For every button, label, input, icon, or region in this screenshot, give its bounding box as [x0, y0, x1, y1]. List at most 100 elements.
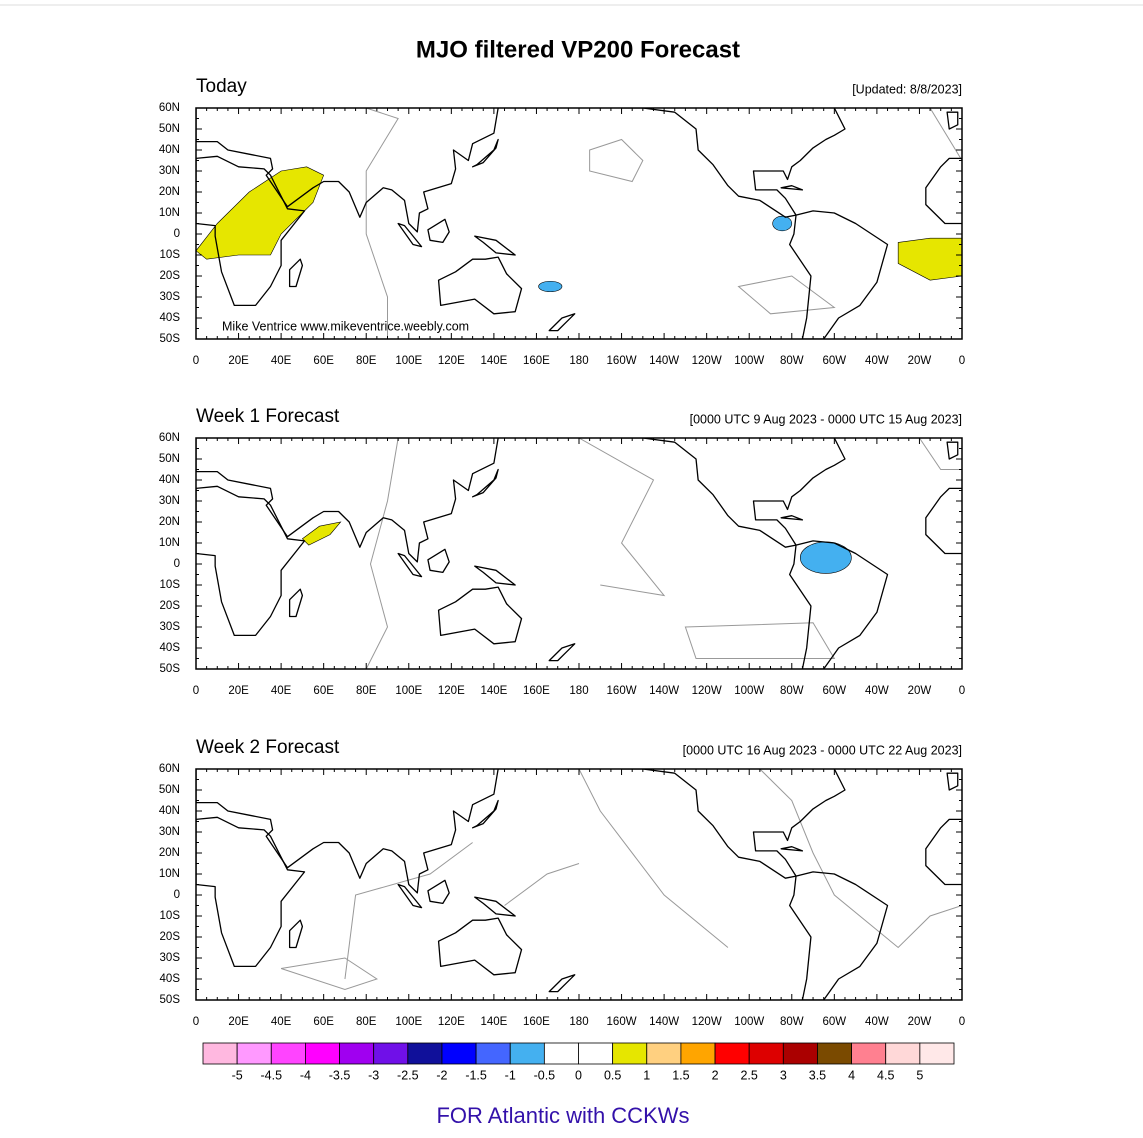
lat-label: 60N	[159, 432, 180, 444]
panel-date: [0000 UTC 16 Aug 2023 - 0000 UTC 22 Aug …	[683, 743, 962, 757]
lat-label: 20N	[159, 516, 180, 528]
anomaly-region	[800, 542, 851, 574]
lon-label: 120E	[438, 355, 465, 367]
lon-label: 80W	[780, 685, 804, 697]
lat-label: 40N	[159, 144, 180, 156]
lat-label: 0	[174, 558, 180, 570]
lat-label: 10N	[159, 868, 180, 880]
lat-label: 40N	[159, 805, 180, 817]
lon-label: 160W	[607, 1016, 637, 1028]
lon-label: 20W	[908, 355, 932, 367]
map-panel: Week 1 Forecast [0000 UTC 9 Aug 2023 - 00…	[159, 406, 965, 697]
colorbar-swatch	[612, 1042, 648, 1065]
lat-label: 20N	[159, 847, 180, 859]
zero-contour	[930, 108, 962, 160]
figure-title: MJO filtered VP200 Forecast	[416, 36, 740, 63]
lon-label: 160E	[523, 1016, 550, 1028]
colorbar-swatch	[543, 1042, 579, 1065]
colorbar-label: -0.5	[534, 1068, 556, 1082]
lon-label: 140E	[480, 355, 507, 367]
colorbar-swatch	[885, 1042, 921, 1065]
lon-label: 40E	[271, 355, 292, 367]
lon-label: 100W	[734, 685, 764, 697]
lat-label: 20S	[160, 931, 181, 943]
lon-label: 180	[569, 355, 588, 367]
colorbar-swatch	[305, 1042, 340, 1065]
anomaly-region	[773, 216, 792, 231]
map-projection	[196, 108, 962, 339]
colorbar-label: -2.5	[397, 1068, 419, 1082]
lat-label: 40S	[160, 312, 181, 324]
lon-label: 0	[959, 685, 965, 697]
footer-link[interactable]: FOR Atlantic with CCKWs	[436, 1103, 690, 1128]
lon-label: 40W	[865, 1016, 889, 1028]
colorbar-label: 0	[575, 1068, 582, 1082]
credit: Mike Ventrice www.mikeventrice.weebly.co…	[222, 319, 469, 333]
panel-title: Week 1 Forecast	[196, 406, 340, 427]
lon-label: 80E	[356, 1016, 377, 1028]
lat-label: 30S	[160, 621, 181, 633]
lat-label: 10N	[159, 207, 180, 219]
colorbar-swatch	[714, 1042, 750, 1065]
map-body	[196, 438, 962, 669]
map-body	[196, 769, 962, 1000]
lon-label: 140W	[649, 685, 679, 697]
lon-label: 100W	[734, 355, 764, 367]
lat-label: 50S	[160, 663, 181, 675]
colorbar-label: -1.5	[465, 1068, 487, 1082]
lon-label: 80W	[780, 355, 804, 367]
lat-label: 10S	[160, 249, 181, 261]
lon-label: 180	[569, 685, 588, 697]
zero-contour	[685, 623, 834, 659]
lon-label: 100E	[395, 355, 422, 367]
lon-label: 20W	[908, 685, 932, 697]
lat-label: 30N	[159, 495, 180, 507]
anomaly-region	[539, 281, 562, 292]
lat-label: 30N	[159, 826, 180, 838]
colorbar-swatch	[919, 1042, 955, 1065]
lon-label: 0	[959, 1016, 965, 1028]
colorbar-label: -4.5	[260, 1068, 282, 1082]
lon-label: 160E	[523, 355, 550, 367]
map-panel: Week 2 Forecast [0000 UTC 16 Aug 2023 - 0…	[159, 737, 965, 1028]
lon-label: 60W	[823, 1016, 847, 1028]
panel-date: [Updated: 8/8/2023]	[852, 82, 962, 96]
colorbar-label: 3	[780, 1068, 787, 1082]
map-frame	[195, 768, 963, 1001]
lon-label: 100W	[734, 1016, 764, 1028]
colorbar-label: 2	[712, 1068, 719, 1082]
lon-label: 20E	[228, 355, 249, 367]
lon-label: 60E	[313, 355, 334, 367]
lat-label: 40S	[160, 642, 181, 654]
lon-label: 60E	[313, 685, 334, 697]
colorbar-swatch	[236, 1042, 272, 1065]
colorbar-swatch	[509, 1042, 545, 1065]
lon-label: 40E	[271, 685, 292, 697]
lon-label: 40E	[271, 1016, 292, 1028]
colorbar-swatch	[202, 1042, 238, 1065]
zero-contour	[366, 108, 398, 339]
lat-label: 10N	[159, 537, 180, 549]
lat-label: 50N	[159, 784, 180, 796]
lat-label: 60N	[159, 763, 180, 775]
colorbar-label: 1.5	[672, 1068, 689, 1082]
lon-label: 0	[959, 355, 965, 367]
lon-label: 160W	[607, 685, 637, 697]
coastlines	[196, 769, 962, 1000]
colorbar-label: -4	[300, 1068, 311, 1082]
lon-label: 100E	[395, 685, 422, 697]
colorbar-label: -1	[505, 1068, 516, 1082]
map-body	[196, 108, 962, 339]
colorbar-label: 0.5	[604, 1068, 621, 1082]
lon-label: 20E	[228, 1016, 249, 1028]
lat-label: 50S	[160, 333, 181, 345]
colorbar-swatch	[441, 1042, 477, 1065]
colorbar-swatch	[339, 1042, 375, 1065]
lon-label: 120W	[692, 685, 722, 697]
lon-label: 0	[193, 1016, 199, 1028]
lon-label: 120W	[692, 355, 722, 367]
colorbar-swatch	[373, 1042, 409, 1065]
lon-label: 80W	[780, 1016, 804, 1028]
lat-label: 60N	[159, 102, 180, 114]
